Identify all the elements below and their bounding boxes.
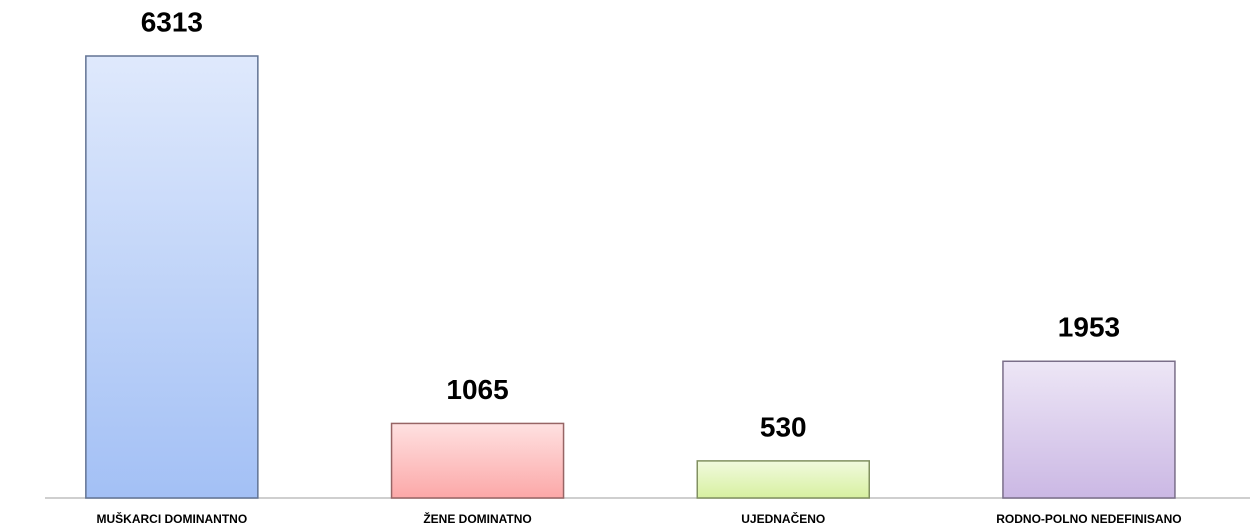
value-label: 6313 [141,6,203,37]
x-tick-label: ŽENE DOMINATNO [423,511,531,526]
bar [696,460,870,499]
x-tick-label: RODNO-POLNO NEDEFINISANO [996,512,1181,526]
x-tick-label: MUŠKARCI DOMINANTNO [97,511,248,526]
x-tick-label: UJEDNAČENO [741,511,825,526]
bar [1002,360,1176,499]
value-label: 530 [760,411,807,442]
bar [390,422,565,499]
bar [85,55,259,499]
value-label: 1953 [1058,312,1120,343]
value-label: 1065 [446,374,508,405]
